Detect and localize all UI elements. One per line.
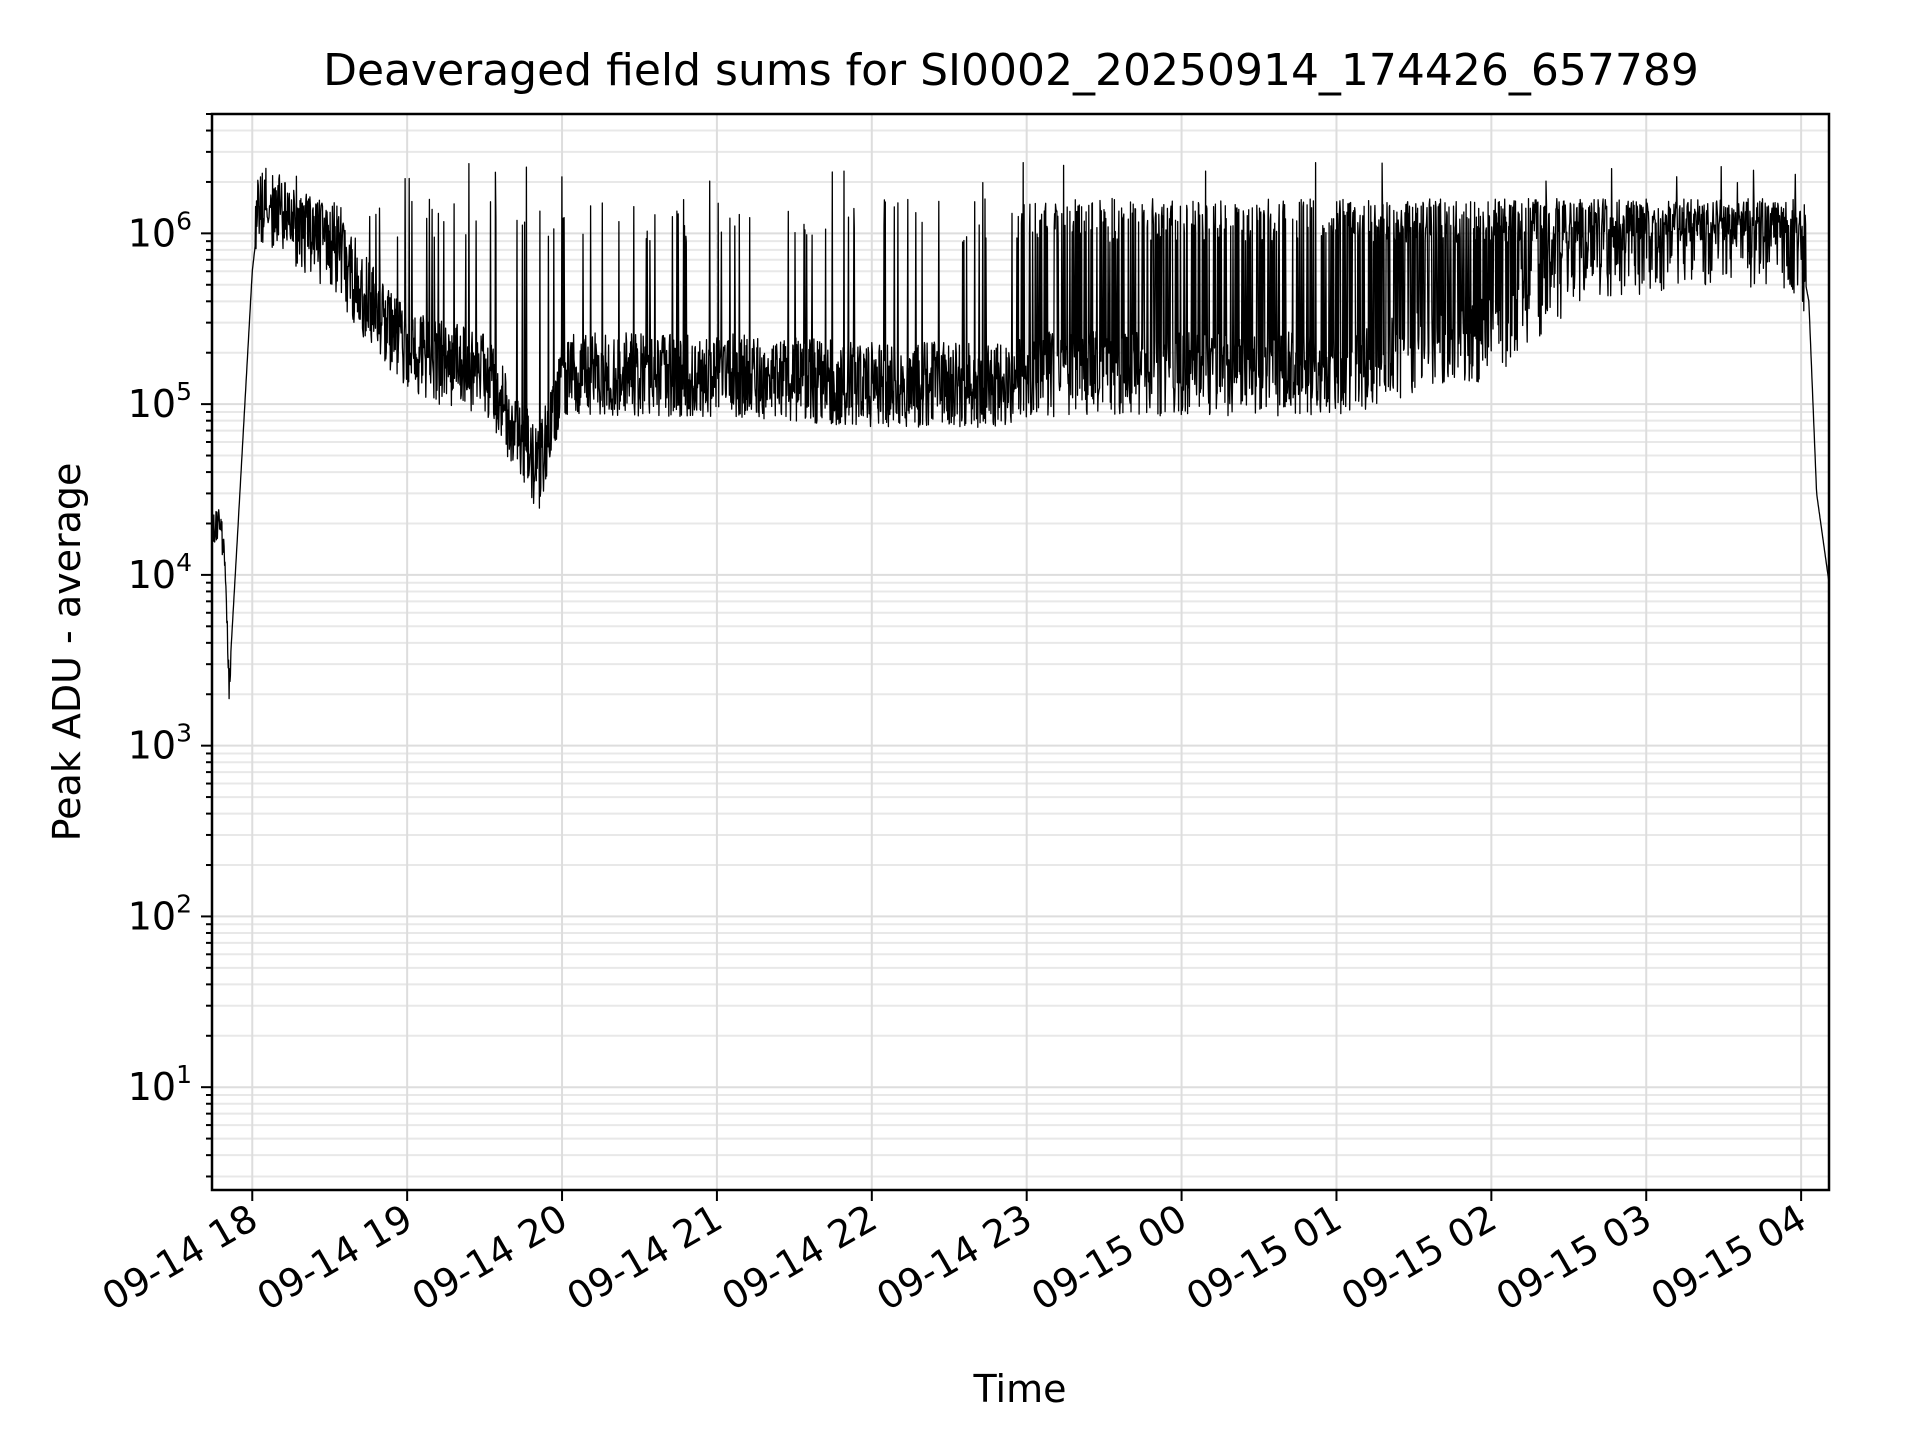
chart-title: Deaveraged field sums for SI0002_2025091…	[323, 45, 1699, 96]
plot-frame	[210, 112, 1831, 1192]
series-line	[211, 161, 1830, 700]
x-tick-label: 09-14 21	[559, 1196, 729, 1320]
y-tick-label: 104	[128, 548, 192, 597]
y-tick-label: 101	[128, 1060, 192, 1109]
y-axis-label: Peak ADU - average	[45, 463, 89, 842]
x-tick-label: 09-14 19	[250, 1196, 420, 1320]
x-tick-label: 09-15 01	[1179, 1196, 1349, 1320]
y-tick-label: 106	[128, 206, 192, 255]
y-tick-label: 103	[128, 719, 192, 768]
x-axis-label: Time	[973, 1367, 1067, 1411]
x-tick-label: 09-15 04	[1644, 1196, 1814, 1320]
x-tick-label: 09-14 18	[95, 1196, 265, 1320]
x-tick-label: 09-14 23	[869, 1196, 1039, 1320]
y-axis: 101 102 103 104 105 106	[128, 113, 212, 1178]
x-tick-label: 09-15 02	[1334, 1196, 1504, 1320]
x-tick-label: 09-14 20	[405, 1196, 575, 1320]
x-tick-label: 09-15 00	[1024, 1196, 1194, 1320]
x-tick-label: 09-15 03	[1489, 1196, 1659, 1320]
y-tick-label: 105	[128, 377, 192, 426]
y-tick-label: 102	[128, 889, 192, 938]
x-tick-label: 09-14 22	[714, 1196, 884, 1320]
